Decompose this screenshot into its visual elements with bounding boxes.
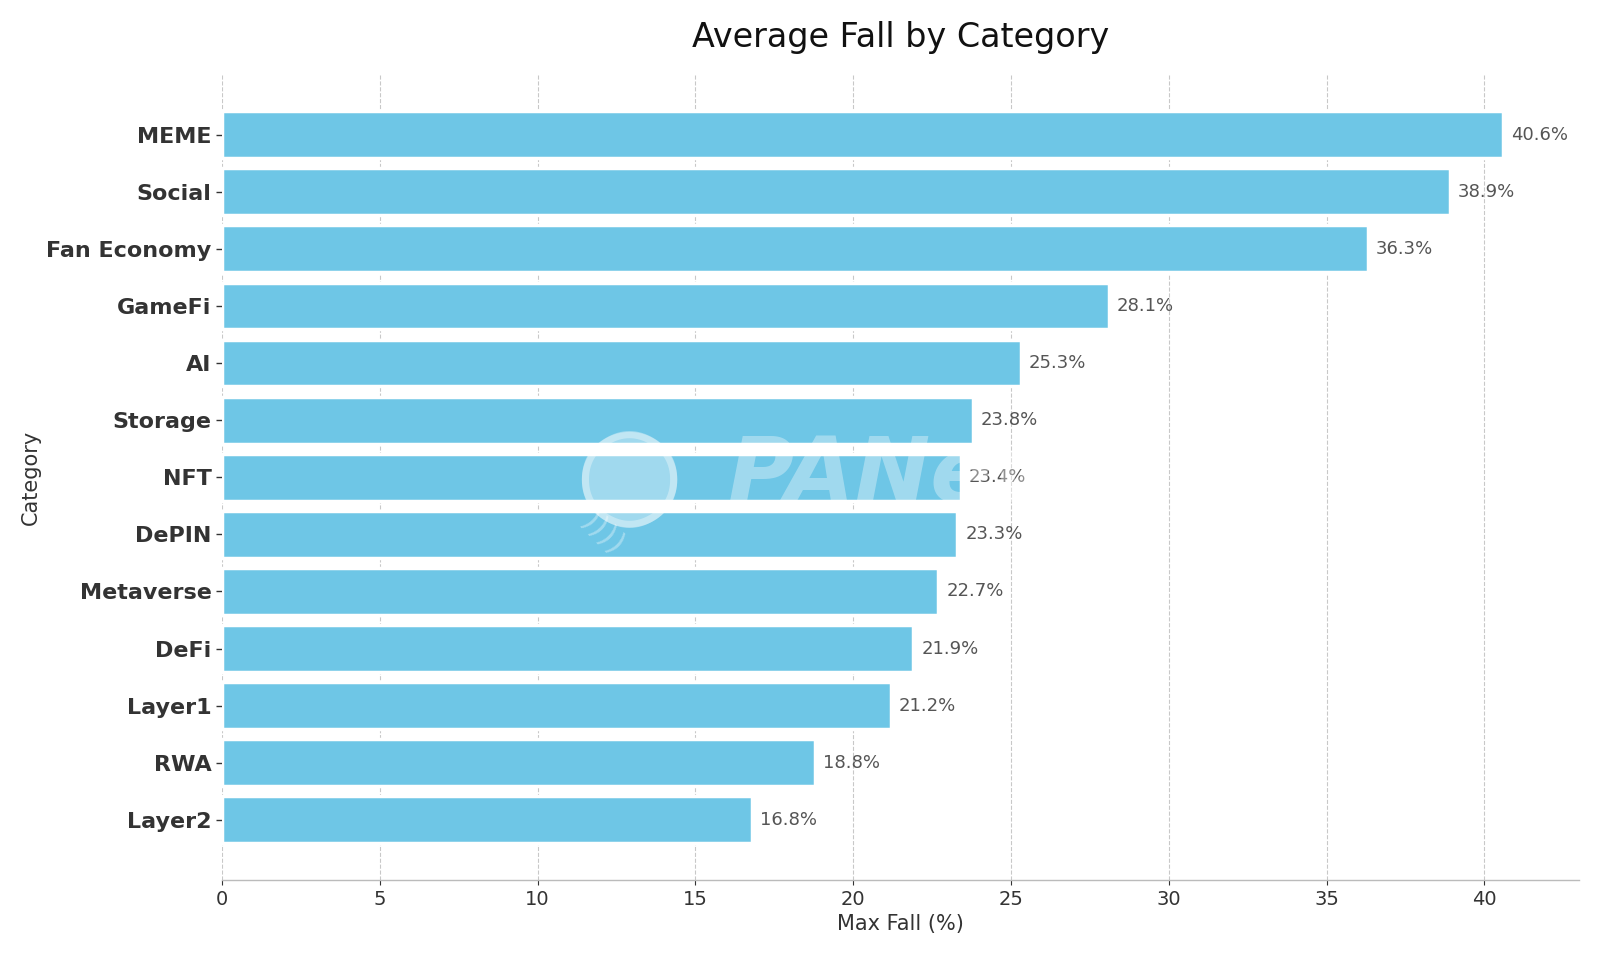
- Bar: [222, 168, 1450, 215]
- Bar: [222, 568, 939, 615]
- Bar: [222, 340, 1021, 387]
- Bar: [222, 739, 816, 786]
- Text: 40.6%: 40.6%: [1512, 126, 1568, 143]
- Bar: [222, 511, 957, 558]
- Bar: [222, 626, 914, 672]
- Text: 38.9%: 38.9%: [1458, 182, 1515, 201]
- X-axis label: Max Fall (%): Max Fall (%): [837, 914, 965, 934]
- Text: 23.8%: 23.8%: [981, 412, 1038, 429]
- Text: )))): )))): [574, 506, 629, 561]
- Bar: [222, 796, 752, 843]
- Text: 18.8%: 18.8%: [824, 753, 880, 772]
- Text: ○: ○: [574, 416, 683, 538]
- Text: 36.3%: 36.3%: [1376, 240, 1434, 258]
- Text: PANews: PANews: [726, 434, 1128, 521]
- Text: 16.8%: 16.8%: [760, 811, 818, 829]
- Text: 25.3%: 25.3%: [1029, 354, 1086, 372]
- Text: 22.7%: 22.7%: [946, 583, 1003, 601]
- Bar: [222, 111, 1504, 158]
- Bar: [222, 225, 1368, 272]
- Bar: [222, 283, 1109, 329]
- Bar: [222, 682, 891, 729]
- Y-axis label: Category: Category: [21, 430, 42, 525]
- Title: Average Fall by Category: Average Fall by Category: [691, 21, 1109, 53]
- Text: 21.9%: 21.9%: [922, 640, 978, 658]
- Text: 28.1%: 28.1%: [1117, 297, 1174, 315]
- Text: 21.2%: 21.2%: [899, 696, 957, 714]
- Text: ●: ●: [574, 416, 683, 538]
- Text: 23.3%: 23.3%: [965, 525, 1022, 543]
- Bar: [222, 396, 973, 443]
- Text: 23.4%: 23.4%: [968, 468, 1026, 486]
- Bar: [222, 454, 960, 500]
